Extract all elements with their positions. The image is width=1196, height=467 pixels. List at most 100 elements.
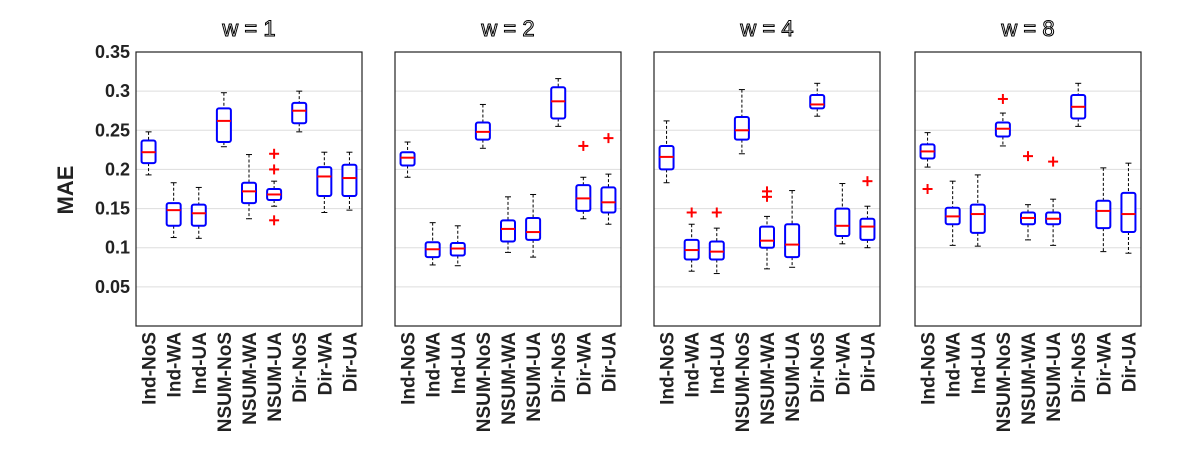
box-ind-ua [708, 207, 725, 275]
outlier-marker [603, 133, 614, 144]
axes-frame [653, 51, 881, 327]
x-tick-label: Ind-UA [708, 332, 729, 395]
iqr-box [834, 207, 851, 237]
x-tick-label: Dir-NoS [290, 332, 311, 403]
box-nsum-ua [266, 148, 283, 226]
iqr-box [1095, 199, 1112, 230]
panel-title: w = 1 [221, 16, 275, 41]
box-dir-ua [1120, 162, 1137, 254]
box-dir-wa [316, 151, 333, 213]
outlier-marker [711, 207, 722, 218]
x-tick-label: Ind-UA [969, 332, 990, 395]
outlier-marker [997, 93, 1008, 104]
x-tick-label: Ind-UA [449, 332, 470, 395]
x-tick-label: Dir-NoS [1069, 332, 1090, 403]
x-tick-label: NSUM-WA [240, 332, 261, 425]
box-ind-nos [919, 132, 936, 194]
box-nsum-nos [994, 93, 1011, 147]
x-tick-label: Dir-UA [340, 332, 361, 392]
box-ind-wa [424, 222, 441, 266]
iqr-box [759, 225, 775, 249]
iqr-box [1120, 191, 1137, 234]
y-tick-label: 0.3 [105, 81, 130, 101]
outlier-marker [862, 176, 873, 187]
box-ind-nos [140, 131, 157, 176]
outlier-marker [762, 186, 772, 197]
box-dir-nos [1070, 82, 1087, 127]
x-tick-label: Ind-NoS [140, 332, 161, 405]
iqr-box [550, 86, 567, 120]
box-nsum-nos [733, 89, 750, 155]
box-dir-wa [1095, 167, 1112, 253]
panel-w2: w = 2 Ind-NoS Ind-WA Ind-UA NSUM-NoS NSUM-WA N… [394, 16, 622, 432]
x-tick-label: NSUM-NoS [733, 332, 754, 432]
box-nsum-wa [241, 154, 257, 220]
x-tick-label: NSUM-UA [1044, 332, 1065, 422]
iqr-box [291, 101, 308, 125]
iqr-box [600, 186, 617, 214]
iqr-box [165, 202, 182, 227]
x-tick-label: Ind-UA [190, 332, 211, 395]
box-nsum-nos [474, 103, 491, 149]
box-nsum-wa [1020, 151, 1036, 241]
x-tick-label: NSUM-NoS [474, 332, 495, 432]
x-tick-label: NSUM-WA [1019, 332, 1040, 425]
box-dir-nos [550, 78, 567, 127]
iqr-box [500, 219, 516, 243]
y-tick-label: 0.1 [105, 238, 130, 258]
y-tick-label: 0.2 [105, 159, 130, 179]
iqr-box [525, 216, 542, 241]
box-ind-wa [165, 182, 182, 239]
box-nsum-nos [215, 92, 232, 148]
box-ind-ua [449, 225, 466, 267]
box-dir-ua [600, 133, 617, 225]
iqr-box [784, 223, 801, 259]
iqr-box [809, 94, 826, 110]
x-tick-label: NSUM-WA [758, 332, 779, 425]
iqr-box [859, 217, 876, 241]
x-tick-label: Dir-WA [574, 332, 595, 396]
box-dir-ua [341, 151, 358, 211]
iqr-box [316, 166, 333, 198]
iqr-box [215, 107, 232, 144]
box-ind-wa [683, 207, 700, 272]
box-dir-nos [809, 82, 826, 117]
iqr-box [241, 181, 257, 205]
y-tick-label: 0.05 [95, 277, 130, 297]
x-tick-label: Dir-WA [833, 332, 854, 396]
box-ind-nos [658, 120, 675, 184]
iqr-box [708, 240, 725, 261]
box-nsum-wa [759, 186, 775, 270]
x-tick-label: NSUM-NoS [215, 332, 236, 432]
box-dir-ua [859, 176, 876, 249]
x-tick-label: Ind-NoS [658, 332, 679, 405]
x-tick-label: Ind-WA [165, 332, 186, 398]
x-tick-label: NSUM-WA [499, 332, 520, 425]
outlier-marker [269, 164, 280, 175]
box-ind-nos [399, 141, 416, 178]
axes-frame [135, 51, 363, 327]
box-nsum-ua [784, 190, 801, 268]
iqr-box [190, 203, 207, 227]
x-tick-label: NSUM-UA [524, 332, 545, 422]
iqr-box [733, 115, 750, 141]
box-dir-wa [834, 183, 851, 245]
y-axis-label: MAE [53, 166, 78, 215]
x-tick-label: NSUM-UA [783, 332, 804, 422]
x-tick-label: Dir-NoS [808, 332, 829, 403]
outlier-marker [1023, 151, 1033, 162]
outlier-marker [686, 207, 697, 218]
outlier-marker [269, 215, 280, 226]
x-tick-label: Ind-WA [944, 332, 965, 398]
box-nsum-wa [500, 196, 516, 253]
box-nsum-ua [1045, 156, 1062, 246]
panel-title: w = 2 [480, 16, 534, 41]
x-tick-label: Ind-WA [683, 332, 704, 398]
x-tick-label: Dir-WA [1094, 332, 1115, 396]
axes-frame [394, 51, 622, 327]
x-tick-label: Ind-WA [424, 332, 445, 398]
y-tick-label: 0.35 [95, 42, 130, 62]
box-ind-ua [190, 186, 207, 239]
